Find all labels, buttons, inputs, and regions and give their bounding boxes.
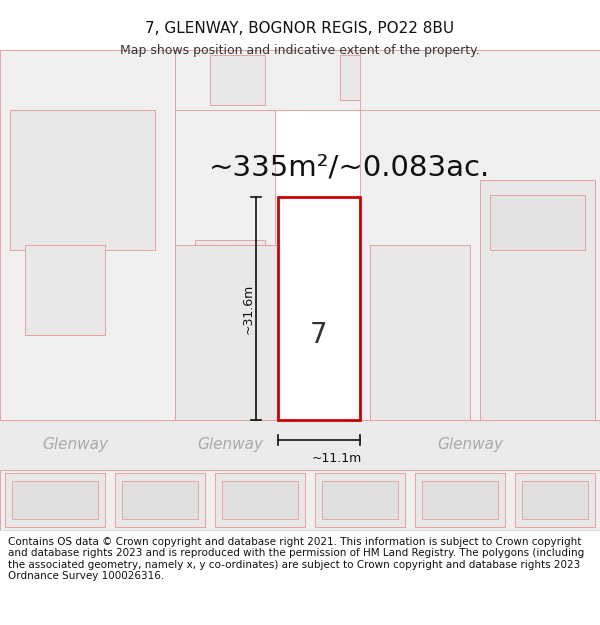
- Bar: [215, 473, 305, 527]
- Bar: [340, 55, 420, 100]
- Bar: [370, 245, 470, 420]
- Bar: [522, 481, 588, 519]
- Bar: [415, 473, 505, 527]
- Bar: [115, 473, 205, 527]
- Bar: [480, 180, 595, 420]
- Bar: [210, 55, 265, 105]
- Bar: [12, 481, 98, 519]
- Text: ~11.1m: ~11.1m: [312, 452, 362, 465]
- Text: Glenway: Glenway: [42, 438, 108, 452]
- Text: ~335m²/~0.083ac.: ~335m²/~0.083ac.: [208, 154, 490, 182]
- Text: Glenway: Glenway: [197, 438, 263, 452]
- Bar: [278, 197, 360, 420]
- Text: 7, GLENWAY, BOGNOR REGIS, PO22 8BU: 7, GLENWAY, BOGNOR REGIS, PO22 8BU: [145, 21, 455, 36]
- Text: 7: 7: [310, 321, 328, 349]
- Bar: [175, 110, 275, 420]
- Bar: [222, 481, 298, 519]
- Bar: [515, 473, 595, 527]
- Bar: [0, 470, 600, 530]
- Text: Map shows position and indicative extent of the property.: Map shows position and indicative extent…: [120, 44, 480, 57]
- Text: ~31.6m: ~31.6m: [241, 283, 254, 334]
- Bar: [322, 481, 398, 519]
- Bar: [195, 240, 265, 350]
- Bar: [25, 245, 105, 335]
- Text: Glenway: Glenway: [437, 438, 503, 452]
- Bar: [525, 55, 593, 105]
- Bar: [422, 481, 498, 519]
- Bar: [0, 420, 600, 470]
- Bar: [0, 50, 175, 420]
- Bar: [175, 245, 600, 420]
- Bar: [490, 195, 585, 250]
- Bar: [175, 50, 600, 110]
- Bar: [10, 110, 155, 250]
- Bar: [360, 110, 600, 420]
- Bar: [122, 481, 198, 519]
- Bar: [5, 473, 105, 527]
- Bar: [360, 50, 600, 110]
- Text: Contains OS data © Crown copyright and database right 2021. This information is : Contains OS data © Crown copyright and d…: [8, 537, 584, 581]
- Bar: [440, 55, 510, 100]
- Bar: [315, 473, 405, 527]
